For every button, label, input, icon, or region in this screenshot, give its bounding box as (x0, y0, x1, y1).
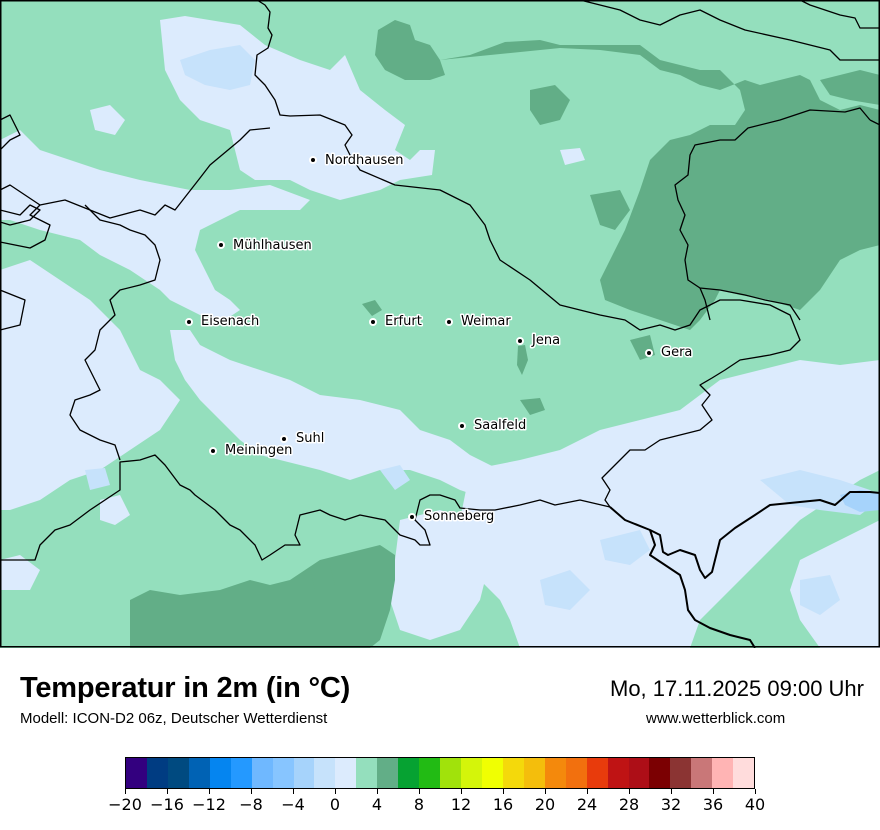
colorbar-tick (418, 789, 420, 794)
city-eisenach: Eisenach (185, 313, 261, 331)
colorbar-segment (146, 758, 168, 788)
colorbar (125, 757, 755, 789)
colorbar-ticks: −20 −16 −12 −8 −4 0 4 8 12 16 20 24 28 32 36 40 (108, 789, 765, 819)
colorbar-segment (209, 758, 231, 788)
colorbar-tick (586, 789, 588, 794)
colorbar-segment (502, 758, 524, 788)
city-suhl: Suhl (280, 430, 326, 448)
colorbar-tick-label: 16 (492, 795, 514, 814)
colorbar-segment (188, 758, 210, 788)
colorbar-segment (272, 758, 294, 788)
colorbar-tick-label: 20 (534, 795, 556, 814)
colorbar-tick (712, 789, 714, 794)
colorbar-tick-label: 0 (329, 795, 341, 814)
colorbar-tick (208, 789, 210, 794)
svg-text:Sonneberg: Sonneberg (424, 509, 494, 524)
city-markers: Nordhausen Mühlhausen Eisenach Erfurt We… (185, 152, 694, 526)
colorbar-segment (691, 758, 713, 788)
state-borders (0, 0, 880, 561)
colorbar-segment (649, 758, 671, 788)
valid-datetime: Mo, 17.11.2025 09:00 Uhr (610, 676, 864, 701)
colorbar-segment (167, 758, 189, 788)
colorbar-segment (523, 758, 545, 788)
colorbar-tick-label: 40 (744, 795, 766, 814)
colorbar-tick (250, 789, 252, 794)
city-erfurt: Erfurt (369, 313, 423, 331)
country-border (609, 491, 880, 648)
colorbar-segment (440, 758, 461, 788)
colorbar-segment (293, 758, 315, 788)
city-sonneberg: Sonneberg (408, 508, 496, 526)
colorbar-tick (628, 789, 630, 794)
colorbar-segment (126, 758, 147, 788)
colorbar-tick (124, 789, 126, 794)
city-weimar: Weimar (445, 313, 513, 331)
colorbar-tick-label: −4 (281, 795, 305, 814)
colorbar-tick-label: 4 (371, 795, 383, 814)
chart-title: Temperatur in 2m (in °C) (20, 672, 351, 704)
colorbar-segment (461, 758, 482, 788)
svg-text:Erfurt: Erfurt (385, 314, 422, 329)
svg-text:Weimar: Weimar (461, 314, 511, 329)
city-jena: Jena (516, 332, 562, 350)
colorbar-tick (544, 789, 546, 794)
svg-text:Saalfeld: Saalfeld (474, 418, 526, 433)
website-link[interactable]: www.wetterblick.com (646, 710, 786, 727)
colorbar-tick-label: 36 (702, 795, 724, 814)
colorbar-segment (356, 758, 378, 788)
colorbar-tick-label: 32 (660, 795, 682, 814)
temp-zone-0-2 (0, 16, 880, 648)
city-gera: Gera (645, 344, 694, 362)
colorbar-tick-label: 24 (576, 795, 598, 814)
svg-text:Jena: Jena (531, 333, 560, 348)
colorbar-tick-label: −16 (150, 795, 184, 814)
colorbar-segment (586, 758, 608, 788)
city-nordhausen: Nordhausen (309, 152, 405, 170)
colorbar-tick (166, 789, 168, 794)
colorbar-segment (607, 758, 629, 788)
temp-zone-4-6 (130, 20, 880, 648)
model-source: Modell: ICON-D2 06z, Deutscher Wetterdie… (20, 710, 328, 727)
colorbar-tick (292, 789, 294, 794)
colorbar-segment (712, 758, 734, 788)
colorbar-segment (335, 758, 357, 788)
colorbar-segment (670, 758, 692, 788)
svg-text:Nordhausen: Nordhausen (325, 153, 404, 168)
colorbar-tick-label: −12 (192, 795, 226, 814)
colorbar-tick (502, 789, 504, 794)
colorbar-segment (314, 758, 336, 788)
colorbar-segment (398, 758, 420, 788)
colorbar-segment (481, 758, 503, 788)
colorbar-segment (419, 758, 441, 788)
colorbar-segment (544, 758, 566, 788)
colorbar-segment (251, 758, 273, 788)
svg-text:Gera: Gera (661, 345, 692, 360)
colorbar-tick (670, 789, 672, 794)
colorbar-segment (628, 758, 650, 788)
city-meiningen: Meiningen (209, 442, 294, 460)
svg-text:Meiningen: Meiningen (225, 443, 292, 458)
city-saalfeld: Saalfeld (458, 417, 528, 435)
colorbar-segment (377, 758, 399, 788)
colorbar-tick-label: 28 (618, 795, 640, 814)
colorbar-tick (334, 789, 336, 794)
svg-text:Mühlhausen: Mühlhausen (233, 238, 312, 253)
colorbar-segment (565, 758, 587, 788)
colorbar-tick-label: 8 (413, 795, 425, 814)
colorbar-segment (230, 758, 252, 788)
temperature-map: Nordhausen Mühlhausen Eisenach Erfurt We… (0, 0, 880, 648)
colorbar-tick-label: −8 (239, 795, 263, 814)
colorbar-segment (733, 758, 755, 788)
colorbar-tick (376, 789, 378, 794)
map-frame (0, 0, 880, 648)
colorbar-tick (460, 789, 462, 794)
colorbar-tick (754, 789, 756, 794)
svg-text:Eisenach: Eisenach (201, 314, 259, 329)
colorbar-tick-label: 12 (450, 795, 472, 814)
svg-text:Suhl: Suhl (296, 431, 324, 446)
city-muehlhausen: Mühlhausen (217, 237, 313, 255)
colorbar-tick-label: −20 (108, 795, 142, 814)
temp-zone-minus4-minus2 (840, 490, 880, 512)
